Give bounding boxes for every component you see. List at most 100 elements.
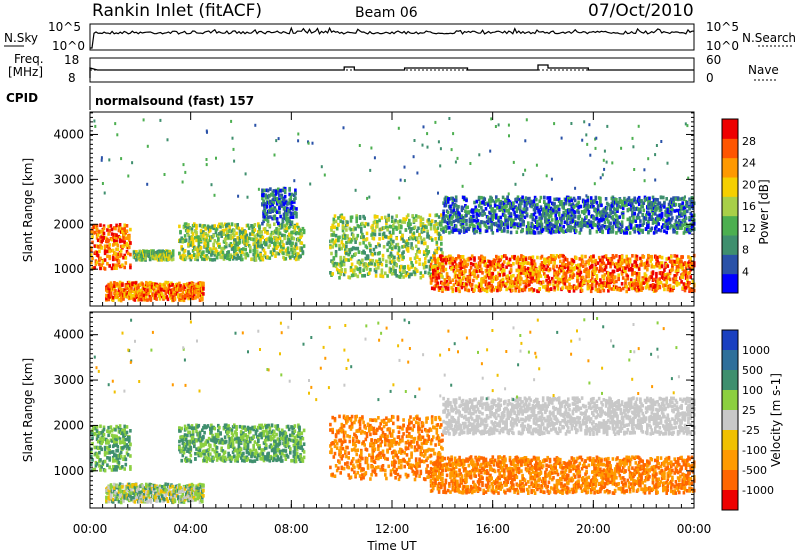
power-cell — [218, 242, 221, 247]
power-cell — [655, 271, 658, 276]
power-cell — [360, 229, 363, 234]
power-cell — [221, 250, 225, 255]
power-cell — [282, 251, 285, 255]
power-cell — [122, 255, 125, 260]
power-cell — [530, 200, 533, 205]
power-cell — [488, 285, 491, 289]
power-cell — [406, 223, 410, 228]
power-cell — [212, 233, 215, 238]
power-cell — [506, 218, 509, 222]
power-cell — [509, 274, 513, 279]
power-cell — [419, 220, 423, 225]
power-cell — [593, 199, 596, 203]
power-cell — [111, 263, 115, 267]
power-cell — [501, 195, 505, 200]
power-cell — [426, 232, 429, 236]
noise-tick-low-left: 10^0 — [52, 39, 85, 53]
power-cell — [500, 205, 504, 209]
power-cell — [269, 250, 273, 254]
power-cell — [211, 251, 214, 255]
power-cell — [651, 271, 655, 276]
power-cell — [495, 213, 498, 217]
power-cell — [103, 258, 107, 262]
power-cell — [332, 217, 336, 222]
power-cell — [474, 284, 477, 288]
power-cell — [106, 228, 109, 232]
power-cell — [257, 253, 260, 258]
power-cell — [254, 258, 258, 262]
power-cell — [459, 278, 463, 283]
power-cell — [188, 235, 191, 240]
power-cell — [129, 241, 132, 245]
power-cell — [121, 239, 124, 243]
power-cell — [355, 219, 358, 224]
power-cell — [422, 252, 426, 256]
power-cell — [564, 200, 568, 205]
power-cell — [108, 247, 111, 252]
power-cell — [251, 232, 254, 236]
power-cell — [647, 263, 650, 268]
power-cell — [595, 267, 599, 271]
power-cell — [667, 275, 671, 280]
power-cell — [553, 271, 556, 276]
power-cell — [689, 275, 692, 279]
power-cell — [470, 254, 474, 258]
power-cell — [459, 258, 463, 263]
power-cell — [283, 233, 286, 238]
power-cell — [350, 238, 354, 242]
power-cell — [548, 282, 552, 286]
power-cell — [525, 201, 529, 206]
power-cell — [387, 213, 390, 218]
power-cell — [458, 212, 461, 217]
power-cell — [609, 264, 612, 269]
power-cell — [161, 283, 164, 287]
power-cell — [603, 272, 607, 277]
power-cell — [195, 223, 198, 228]
power-cell — [231, 235, 235, 240]
power-cell — [392, 231, 395, 235]
power-cell — [531, 279, 535, 283]
power-cell — [163, 295, 166, 300]
power-cell — [430, 265, 434, 269]
power-cell — [299, 254, 302, 258]
power-cell — [627, 287, 631, 291]
power-cell — [469, 266, 473, 270]
power-cell — [440, 273, 443, 278]
power-cell — [567, 196, 570, 201]
power-cell — [633, 279, 636, 283]
power-cell — [91, 256, 94, 261]
power-cell — [329, 245, 332, 250]
power-cell — [370, 261, 373, 265]
power-cell — [239, 253, 243, 258]
power-cell — [473, 256, 476, 260]
power-cell — [601, 255, 604, 260]
power-cell — [233, 228, 236, 233]
noise-tick-high-right: 10^5 — [706, 20, 739, 34]
power-cell — [650, 275, 654, 279]
power-cell — [199, 254, 203, 259]
power-cell — [243, 252, 246, 256]
power-cell — [340, 246, 344, 251]
power-cell — [615, 254, 618, 258]
power-cell — [681, 267, 684, 271]
power-cell — [689, 258, 692, 262]
power-cell — [473, 200, 476, 205]
power-cell — [128, 245, 131, 250]
power-cell — [544, 261, 547, 265]
power-cell — [604, 214, 608, 219]
power-cell — [512, 218, 515, 223]
power-cell — [592, 221, 595, 225]
power-cell — [268, 256, 272, 260]
power-cell — [675, 281, 679, 285]
power-cell — [644, 285, 648, 290]
power-cell — [505, 256, 508, 261]
power-cell — [222, 228, 226, 233]
power-cell — [293, 206, 296, 210]
power-cell — [417, 240, 420, 244]
power-cell — [670, 255, 673, 259]
power-cell — [293, 225, 297, 229]
power-cell — [680, 260, 683, 264]
power-cell — [571, 202, 575, 206]
power-cell — [262, 254, 266, 258]
power-cell — [600, 227, 603, 231]
